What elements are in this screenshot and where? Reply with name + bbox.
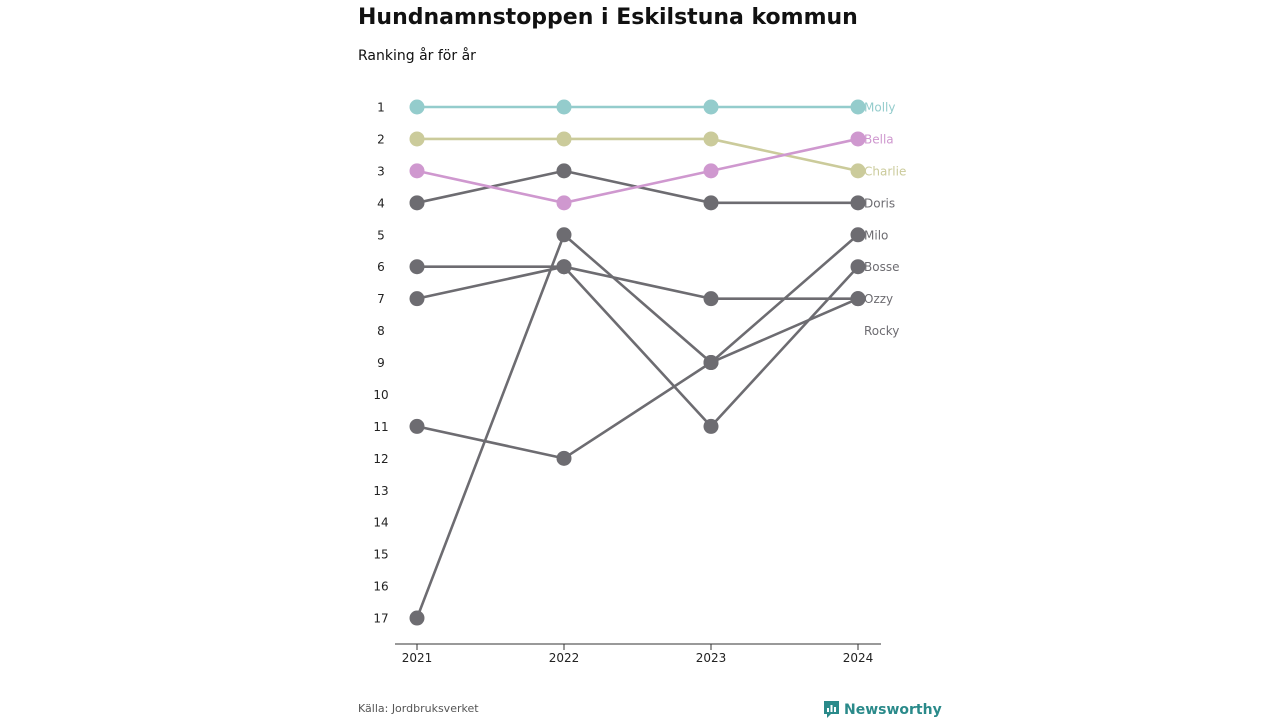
data-point-doris <box>409 195 425 211</box>
series-label-bella: Bella <box>864 132 894 146</box>
data-point-molly <box>850 99 866 115</box>
series-label-molly: Molly <box>864 101 895 115</box>
data-point-ozzy <box>409 259 425 275</box>
brand-name: Newsworthy <box>844 701 942 718</box>
data-point-bosse <box>409 291 425 307</box>
y-tick-label: 9 <box>377 356 385 370</box>
series-line-charlie <box>417 137 859 173</box>
y-tick-label: 7 <box>377 292 385 306</box>
data-point-doris <box>850 195 866 211</box>
data-point-charlie <box>409 131 425 147</box>
x-tick-label: 2021 <box>402 651 433 665</box>
series-label-milo: Milo <box>864 228 888 242</box>
data-point-charlie <box>703 131 719 147</box>
y-tick-label: 4 <box>377 196 385 210</box>
y-tick-label: 2 <box>377 132 385 146</box>
data-point-rocky <box>850 291 866 307</box>
y-tick-label: 12 <box>373 452 388 466</box>
data-point-bosse <box>850 259 866 275</box>
newsworthy-icon <box>824 701 839 718</box>
data-point-rocky <box>556 450 572 466</box>
y-tick-label: 1 <box>377 101 385 115</box>
data-point-molly <box>409 99 425 115</box>
y-tick-label: 6 <box>377 260 385 274</box>
data-point-charlie <box>850 163 866 179</box>
brand-logo: Newsworthy <box>823 700 942 719</box>
y-tick-label: 13 <box>373 484 388 498</box>
data-point-milo <box>409 610 425 626</box>
y-tick-label: 11 <box>373 420 388 434</box>
data-point-bella <box>409 163 425 179</box>
y-tick-label: 10 <box>373 388 388 402</box>
data-point-bella <box>556 195 572 211</box>
data-point-bella <box>703 163 719 179</box>
series-label-charlie: Charlie <box>864 164 906 178</box>
data-point-doris <box>556 163 572 179</box>
series-line-bosse <box>416 265 859 428</box>
data-point-milo <box>850 227 866 243</box>
series-label-ozzy: Ozzy <box>864 292 893 306</box>
series-label-bosse: Bosse <box>864 260 899 274</box>
y-tick-label: 16 <box>373 580 388 594</box>
y-tick-label: 5 <box>377 228 385 242</box>
data-point-ozzy <box>556 259 572 275</box>
data-point-charlie <box>556 131 572 147</box>
data-point-rocky <box>703 355 719 371</box>
series-label-doris: Doris <box>864 196 895 210</box>
x-tick-label: 2023 <box>696 651 727 665</box>
data-point-doris <box>703 195 719 211</box>
source-note: Källa: Jordbruksverket <box>358 702 479 715</box>
x-tick-label: 2024 <box>843 651 874 665</box>
data-point-milo <box>556 227 572 243</box>
data-point-molly <box>556 99 572 115</box>
chart-subtitle: Ranking år för år <box>358 48 476 64</box>
y-tick-label: 17 <box>373 612 388 626</box>
series-line-bella <box>416 137 859 205</box>
series-label-rocky: Rocky <box>864 324 899 338</box>
y-tick-label: 14 <box>373 516 388 530</box>
x-tick-label: 2022 <box>549 651 580 665</box>
series-line-milo <box>415 233 859 619</box>
data-point-bella <box>850 131 866 147</box>
data-point-bosse <box>703 418 719 434</box>
data-point-molly <box>703 99 719 115</box>
y-tick-label: 3 <box>377 164 385 178</box>
data-point-rocky <box>409 418 425 434</box>
series-line-rocky <box>416 297 859 460</box>
y-tick-label: 8 <box>377 324 385 338</box>
y-tick-label: 15 <box>373 548 388 562</box>
series-line-ozzy <box>417 265 858 300</box>
chart-title: Hundnamnstoppen i Eskilstuna kommun <box>358 5 858 30</box>
data-point-ozzy <box>703 291 719 307</box>
